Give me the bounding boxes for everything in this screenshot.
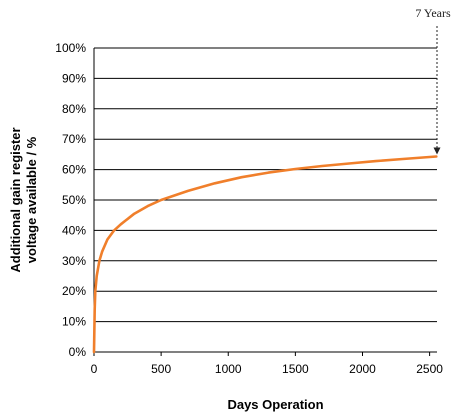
y-tick-label: 80%: [62, 102, 86, 116]
x-tick-label: 2500: [416, 362, 443, 376]
y-axis-title-line: Additional gain register: [8, 127, 23, 272]
y-tick-label: 50%: [62, 193, 86, 207]
axes: [93, 48, 431, 356]
y-tick-label: 0%: [69, 345, 87, 359]
y-tick-label: 100%: [55, 41, 86, 55]
annotation-label: 7 Years: [415, 6, 451, 20]
y-tick-label: 70%: [62, 132, 86, 146]
x-tick-label: 1500: [282, 362, 309, 376]
x-axis-title: Days Operation: [227, 397, 323, 412]
x-tick-label: 500: [151, 362, 171, 376]
x-tick-label: 2000: [349, 362, 376, 376]
y-axis-title: Additional gain registervoltage availabl…: [8, 127, 39, 272]
y-tick-label: 30%: [62, 254, 86, 268]
annotation-group: 7 Years: [415, 6, 451, 155]
data-series: [92, 155, 438, 354]
y-tick-label: 20%: [62, 284, 86, 298]
x-axis-tick-labels: 0 500 1000 1500 2000 2500: [91, 362, 444, 376]
x-tick-label: 1000: [215, 362, 242, 376]
gridlines: [94, 47, 437, 353]
y-tick-label: 10%: [62, 315, 86, 329]
series-line: [92, 155, 438, 354]
y-tick-label: 40%: [62, 223, 86, 237]
annotation-arrowhead: [433, 147, 441, 155]
y-axis-title-line: voltage available / %: [24, 136, 39, 263]
y-tick-label: 60%: [62, 163, 86, 177]
y-axis-tick-labels: 0% 10% 20% 30% 40% 50% 60% 70% 80% 90% 100%: [55, 41, 86, 359]
y-tick-label: 90%: [62, 71, 86, 85]
x-tick-label: 0: [91, 362, 98, 376]
